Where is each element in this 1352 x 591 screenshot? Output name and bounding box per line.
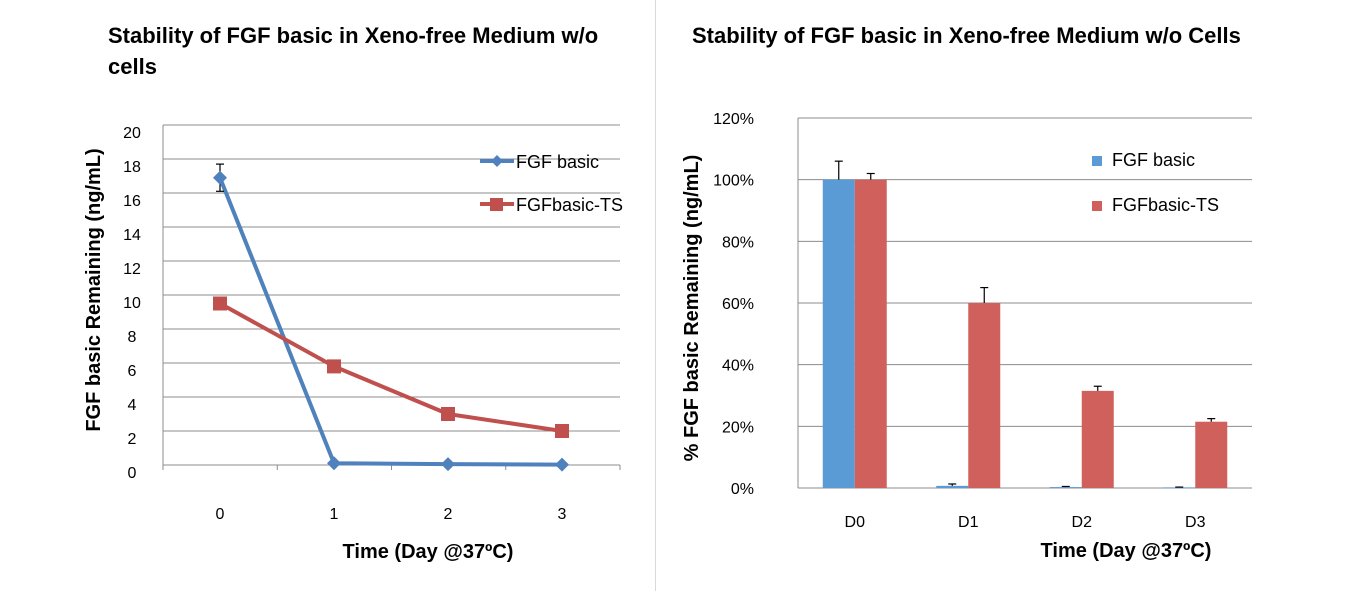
y-tick-label: 100% [713, 173, 754, 190]
legend-label: FGF basic [1112, 150, 1195, 170]
y-axis-title: FGF basic Remaining (ng/mL) [83, 148, 105, 431]
y-tick-label: 12 [123, 261, 141, 278]
legend-marker [1092, 201, 1102, 211]
legend-label: FGFbasic-TS [1112, 195, 1219, 215]
data-point [555, 424, 569, 438]
y-tick-label: 18 [123, 159, 141, 176]
bar [1049, 487, 1082, 488]
legend-label: FGFbasic-TS [516, 195, 623, 215]
line-chart-panel: Stability of FGF basic in Xeno-free Medi… [0, 0, 655, 591]
y-tick-label: 20% [722, 419, 754, 436]
y-tick-label: 0% [731, 481, 754, 498]
x-axis-title: Time (Day @37ºC) [1041, 540, 1212, 562]
data-point [327, 456, 341, 471]
bar [822, 179, 855, 488]
x-tick-label: 2 [444, 506, 453, 523]
panel-divider [655, 0, 656, 591]
x-tick-label: 1 [330, 506, 339, 523]
x-tick-label: D3 [1185, 514, 1206, 531]
data-point [441, 407, 455, 421]
y-tick-label: 20 [123, 125, 141, 142]
y-tick-label: 4 [128, 397, 137, 414]
y-tick-label: 6 [128, 363, 137, 380]
bar-chart-title: Stability of FGF basic in Xeno-free Medi… [692, 23, 1241, 48]
y-tick-label: 8 [128, 329, 137, 346]
data-point [441, 457, 455, 472]
y-tick-label: 60% [722, 296, 754, 313]
x-axis-title: Time (Day @37ºC) [343, 541, 514, 563]
y-tick-label: 80% [722, 234, 754, 251]
line-chart-title: Stability of FGF basic in Xeno-free Medi… [108, 23, 599, 79]
y-tick-label: 0 [128, 465, 137, 482]
legend-marker [491, 155, 503, 167]
y-tick-label: 14 [123, 227, 141, 244]
y-tick-label: 16 [123, 193, 141, 210]
data-point [213, 170, 227, 185]
bar [936, 485, 969, 488]
data-point [555, 457, 569, 472]
legend-label: FGF basic [516, 152, 599, 172]
bar-chart-svg: 0% 20% 40% 60% 80% 100% 120% D0 D1 D2 D3 Time (Day … [681, 111, 1252, 562]
bar [1195, 421, 1228, 488]
y-tick-label: 2 [128, 431, 137, 448]
series-line [218, 176, 563, 467]
bar [1163, 487, 1196, 489]
bar [854, 179, 887, 488]
data-point [213, 296, 227, 311]
y-axis-title: % FGF basic Remaining (ng/mL) [681, 155, 703, 462]
legend-marker [490, 198, 503, 211]
x-tick-label: D2 [1072, 514, 1093, 531]
x-tick-label: 3 [558, 506, 567, 523]
bar [1081, 390, 1114, 488]
series-line [219, 301, 563, 433]
data-point [327, 359, 341, 374]
y-tick-label: 40% [722, 358, 754, 375]
x-tick-label: 0 [216, 506, 225, 523]
legend-marker [1092, 156, 1102, 166]
y-tick-label: 120% [713, 111, 754, 128]
bar-chart-panel: Stability of FGF basic in Xeno-free Medi… [656, 0, 1352, 591]
y-tick-label: 10 [123, 295, 141, 312]
bar [968, 303, 1001, 488]
x-tick-label: D1 [958, 514, 979, 531]
x-tick-label: D0 [845, 514, 866, 531]
